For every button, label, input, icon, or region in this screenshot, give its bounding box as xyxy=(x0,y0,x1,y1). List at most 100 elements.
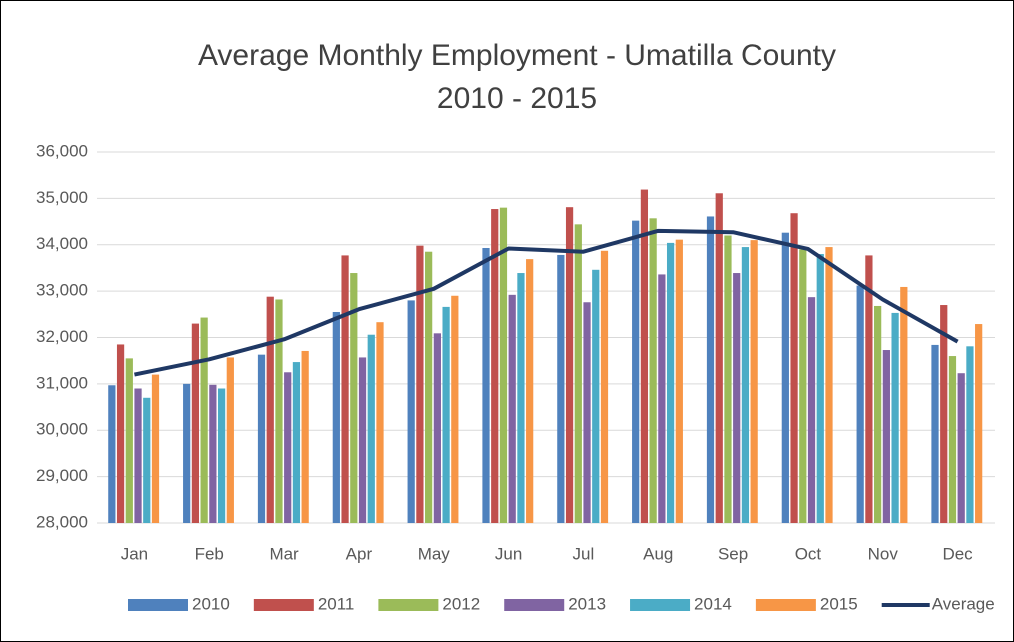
bar xyxy=(632,220,640,523)
bar xyxy=(649,218,657,523)
bar xyxy=(491,209,499,523)
bar xyxy=(292,362,301,523)
legend-swatch xyxy=(253,599,314,611)
bar xyxy=(341,255,349,523)
bar xyxy=(376,322,384,523)
bar xyxy=(301,350,309,523)
bar xyxy=(640,189,649,523)
bar xyxy=(143,397,151,523)
x-tick-label: Apr xyxy=(346,544,373,563)
bar xyxy=(425,251,433,524)
y-tick-label: 32,000 xyxy=(36,327,88,346)
bar xyxy=(816,254,824,523)
y-tick-label: 29,000 xyxy=(36,466,88,485)
bar xyxy=(367,334,375,523)
legend-swatch xyxy=(378,599,439,611)
bar xyxy=(275,299,283,523)
bar xyxy=(217,388,226,523)
bar xyxy=(508,294,516,523)
bar xyxy=(741,247,750,523)
bar xyxy=(706,216,715,523)
bar xyxy=(526,259,534,523)
bar xyxy=(350,273,358,523)
bar xyxy=(781,232,789,523)
bar xyxy=(750,240,758,524)
bar xyxy=(882,350,890,523)
y-tick-label: 30,000 xyxy=(36,420,88,439)
legend-swatch xyxy=(755,599,816,611)
bar xyxy=(856,285,864,523)
x-tick-label: Dec xyxy=(942,544,973,563)
bar xyxy=(108,385,116,523)
x-tick-label: Nov xyxy=(868,544,899,563)
y-tick-label: 34,000 xyxy=(36,234,88,253)
bar xyxy=(891,312,899,523)
bar xyxy=(416,245,424,524)
legend-swatch xyxy=(504,599,565,611)
bar xyxy=(574,224,582,523)
bar xyxy=(407,300,415,523)
bar xyxy=(658,274,666,523)
bar xyxy=(134,388,142,523)
bar xyxy=(183,383,191,523)
bar xyxy=(557,254,565,523)
x-tick-label: Oct xyxy=(795,544,822,563)
bar xyxy=(116,344,125,523)
bar xyxy=(257,354,266,523)
bar xyxy=(600,250,609,523)
x-tick-label: Feb xyxy=(195,544,224,563)
chart-title: Average Monthly Employment - Umatilla Co… xyxy=(198,39,836,72)
legend-label: 2012 xyxy=(442,594,480,613)
bar xyxy=(433,333,441,523)
bar xyxy=(583,302,591,523)
bar xyxy=(865,255,873,523)
legend-swatch xyxy=(128,599,188,611)
bar xyxy=(226,357,234,523)
bar xyxy=(790,213,798,523)
bar xyxy=(442,306,450,523)
bar xyxy=(975,324,983,523)
bar xyxy=(592,269,600,523)
bar xyxy=(284,372,292,523)
x-tick-label: Jul xyxy=(573,544,595,563)
legend-label: 2013 xyxy=(568,594,606,613)
y-tick-label: 36,000 xyxy=(36,141,88,160)
bar xyxy=(209,384,217,523)
bar xyxy=(966,346,974,523)
bar xyxy=(332,311,340,523)
y-tick-label: 35,000 xyxy=(36,188,88,207)
x-tick-label: Aug xyxy=(643,544,673,563)
bar xyxy=(675,239,683,523)
bar xyxy=(200,317,208,523)
x-tick-label: May xyxy=(418,544,451,563)
legend-label: 2010 xyxy=(192,594,230,613)
bar xyxy=(451,295,459,523)
y-tick-label: 33,000 xyxy=(36,281,88,300)
bar xyxy=(807,297,816,523)
y-tick-label: 28,000 xyxy=(36,512,88,531)
average-line xyxy=(134,228,959,377)
bar xyxy=(482,247,490,523)
bar xyxy=(266,296,274,523)
bar xyxy=(940,305,948,523)
legend-label: 2011 xyxy=(318,594,355,613)
x-tick-label: Sep xyxy=(718,544,748,563)
bar xyxy=(191,323,200,523)
bar xyxy=(724,235,732,523)
bar xyxy=(948,356,957,523)
bar xyxy=(825,247,833,523)
legend-label: 2015 xyxy=(820,594,858,613)
bar xyxy=(957,373,965,523)
legend-label: Average xyxy=(932,594,995,613)
y-tick-label: 31,000 xyxy=(36,373,88,392)
bar xyxy=(151,374,160,523)
bar xyxy=(733,273,741,523)
bar xyxy=(900,286,908,523)
bar xyxy=(715,193,723,523)
bar xyxy=(358,357,367,523)
legend-swatch xyxy=(630,599,691,611)
bar xyxy=(666,242,675,523)
bar xyxy=(931,344,939,523)
bar xyxy=(565,207,574,523)
